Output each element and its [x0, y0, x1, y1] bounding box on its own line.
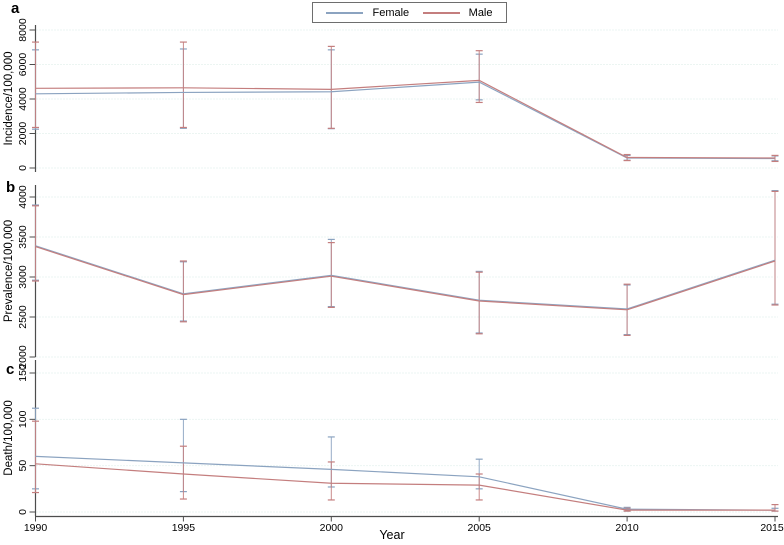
panel-label-a: a	[11, 0, 20, 17]
y-tick-label-panel-b: 2500	[17, 305, 29, 329]
y-tick-label-panel-b: 3000	[17, 265, 29, 289]
female-line-panel-b	[35, 245, 776, 310]
x-tick-label: 2010	[615, 522, 639, 534]
male-line-panel-a	[35, 79, 776, 159]
y-axis-title-panel-c: Death/100,000	[3, 400, 15, 475]
y-axis-title-panel-b: Prevalence/100,000	[3, 220, 15, 322]
y-axis-title-panel-a: Incidence/100,000	[3, 52, 15, 146]
y-tick-label-panel-c: 150	[17, 364, 29, 382]
legend-item-female: Female	[326, 7, 409, 19]
y-tick-label-panel-a: 0	[17, 165, 29, 171]
panel-label-c: c	[6, 361, 15, 378]
x-axis-title: Year	[379, 528, 405, 542]
y-tick-label-panel-a: 2000	[17, 122, 29, 146]
male-line-swatch	[422, 11, 460, 14]
legend-item-male: Male	[422, 6, 493, 19]
y-tick-label-panel-a: 4000	[17, 87, 29, 111]
female-line-panel-c	[35, 455, 776, 511]
x-tick-label: 1995	[172, 522, 196, 534]
y-tick-label-panel-b: 2000	[17, 345, 29, 369]
male-line-panel-b	[35, 246, 776, 311]
female-line-swatch	[326, 11, 364, 14]
y-tick-label-panel-b: 3500	[17, 225, 29, 249]
x-tick-label: 1990	[24, 522, 48, 534]
y-tick-label-panel-c: 100	[17, 410, 29, 428]
y-tick-label-panel-c: 0	[17, 509, 29, 515]
x-tick-label: 2005	[468, 522, 492, 534]
y-tick-label-panel-a: 6000	[17, 53, 29, 77]
legend-label-male: Male	[468, 6, 493, 19]
male-line-panel-c	[35, 463, 775, 511]
female-line-panel-a	[35, 81, 776, 160]
y-tick-label-panel-a: 8000	[17, 18, 29, 42]
legend-label-female: Female	[372, 6, 410, 19]
panel-label-b: b	[6, 179, 16, 196]
legend: Female Male	[312, 2, 507, 23]
x-tick-label: 2015	[760, 522, 784, 534]
y-tick-label-panel-c: 50	[17, 460, 29, 472]
x-tick-label: 2000	[320, 522, 344, 534]
y-tick-label-panel-b: 4000	[17, 185, 29, 209]
